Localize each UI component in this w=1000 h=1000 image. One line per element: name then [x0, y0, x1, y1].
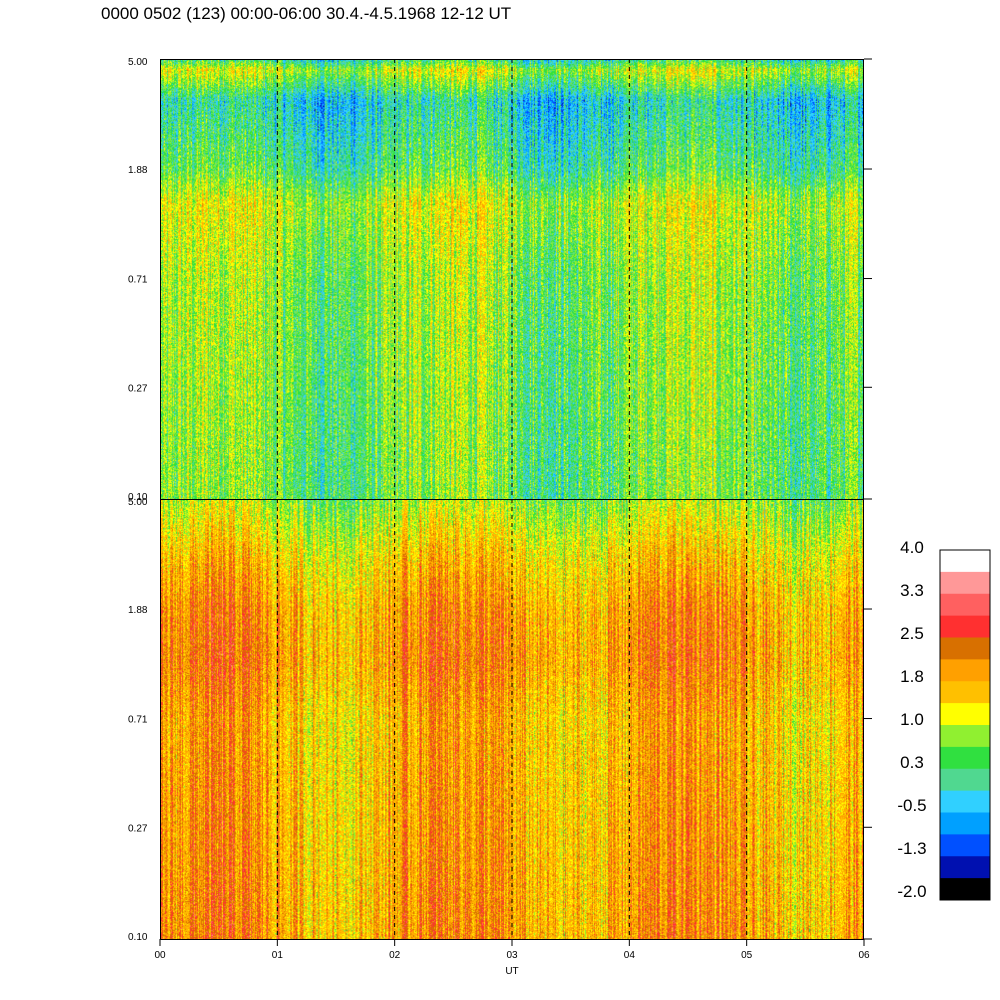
y-tick-label-1-3: 0.27	[128, 823, 148, 834]
y-tick-label-0-1: 1.88	[128, 165, 148, 176]
colorbar-label-5: 0.3	[900, 753, 924, 772]
colorbar-label-7: -1.3	[897, 839, 926, 858]
colorbar-swatch-7	[940, 703, 990, 726]
colorbar-label-2: 2.5	[900, 624, 924, 643]
x-tick-label-1: 01	[272, 950, 284, 961]
colorbar-label-1: 3.3	[900, 581, 924, 600]
colorbar-swatch-11	[940, 790, 990, 813]
colorbar-label-8: -2.0	[897, 882, 926, 901]
colorbar-swatch-6	[940, 681, 990, 704]
x-tick-label-2: 02	[389, 950, 401, 961]
colorbar-swatch-15	[940, 878, 990, 901]
colorbar-label-6: -0.5	[897, 796, 926, 815]
x-tick-label-4: 04	[624, 950, 636, 961]
x-tick-label-6: 06	[858, 950, 870, 961]
colorbar-swatch-8	[940, 725, 990, 748]
colorbar-label-3: 1.8	[900, 667, 924, 686]
colorbar-swatch-0	[940, 550, 990, 573]
colorbar-swatch-14	[940, 856, 990, 879]
colorbar-frame	[939, 549, 991, 901]
y-tick-label-1-4: 0.10	[128, 932, 148, 943]
y-tick-label-1-1: 1.88	[128, 605, 148, 616]
x-axis-label: UT	[505, 966, 518, 977]
chart-title: 0000 0502 (123) 00:00-06:00 30.4.-4.5.19…	[101, 4, 512, 23]
colorbar-swatch-10	[940, 768, 990, 792]
x-tick-label-3: 03	[506, 950, 518, 961]
y-tick-label-1-0: 5.00	[128, 497, 148, 508]
colorbar-label-4: 1.0	[900, 710, 924, 729]
y-tick-label-0-4: 0.10	[128, 492, 148, 503]
y-tick-label-1-2: 0.71	[128, 715, 148, 726]
x-tick-label-0: 00	[154, 950, 166, 961]
y-tick-label-0-3: 0.27	[128, 383, 148, 394]
colorbar-swatch-3	[940, 615, 990, 638]
colorbar-swatch-13	[940, 834, 990, 857]
colorbar-label-0: 4.0	[900, 538, 924, 557]
colorbar-swatch-9	[940, 746, 990, 770]
colorbar-swatch-4	[940, 637, 990, 660]
y-tick-label-0-0: 5.00	[128, 57, 148, 68]
y-tick-label-0-2: 0.71	[128, 275, 148, 286]
x-tick-label-5: 05	[741, 950, 753, 961]
colorbar-swatch-5	[940, 659, 990, 682]
colorbar-swatch-12	[940, 812, 990, 835]
colorbar-swatch-1	[940, 571, 990, 595]
colorbar-swatch-2	[940, 593, 990, 617]
